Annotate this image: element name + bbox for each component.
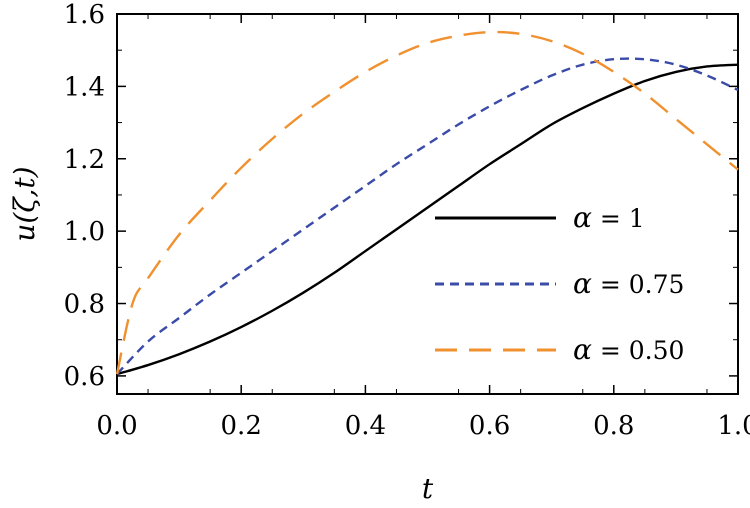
legend: α = 1 α = 0.75 α = 0.50 <box>435 201 684 366</box>
axes: 0.0 0.2 0.4 0.6 0.8 1.0 0.6 0.8 1.0 1.2 1.4 1.6 <box>64 0 750 441</box>
x-axis-label: t <box>422 472 434 505</box>
series-line-3 <box>115 30 739 375</box>
y-tick-label: 0.6 <box>64 362 105 392</box>
series-line-1 <box>116 63 739 376</box>
legend-label-1: α = 1 <box>573 201 645 234</box>
y-tick-label: 1.4 <box>64 72 105 102</box>
y-tick-label: 1.0 <box>64 217 105 247</box>
series-line-2 <box>116 57 739 375</box>
x-tick-label: 1.0 <box>717 411 750 441</box>
legend-label-2: α = 0.75 <box>573 267 684 300</box>
legend-label-3: α = 0.50 <box>573 333 684 366</box>
x-tick-label: 0.6 <box>469 411 510 441</box>
y-tick-label: 0.8 <box>64 290 105 320</box>
x-tick-label: 0.2 <box>221 411 262 441</box>
plot-area <box>116 13 739 395</box>
y-axis-label: u(ζ,t) <box>8 166 41 241</box>
y-tick-label: 1.6 <box>64 0 105 30</box>
plot-frame <box>116 13 739 395</box>
series-group <box>115 30 739 376</box>
x-tick-label: 0.8 <box>593 411 634 441</box>
x-tick-label: 0.0 <box>96 411 137 441</box>
y-tick-label: 1.2 <box>64 145 105 175</box>
x-tick-label: 0.4 <box>345 411 386 441</box>
